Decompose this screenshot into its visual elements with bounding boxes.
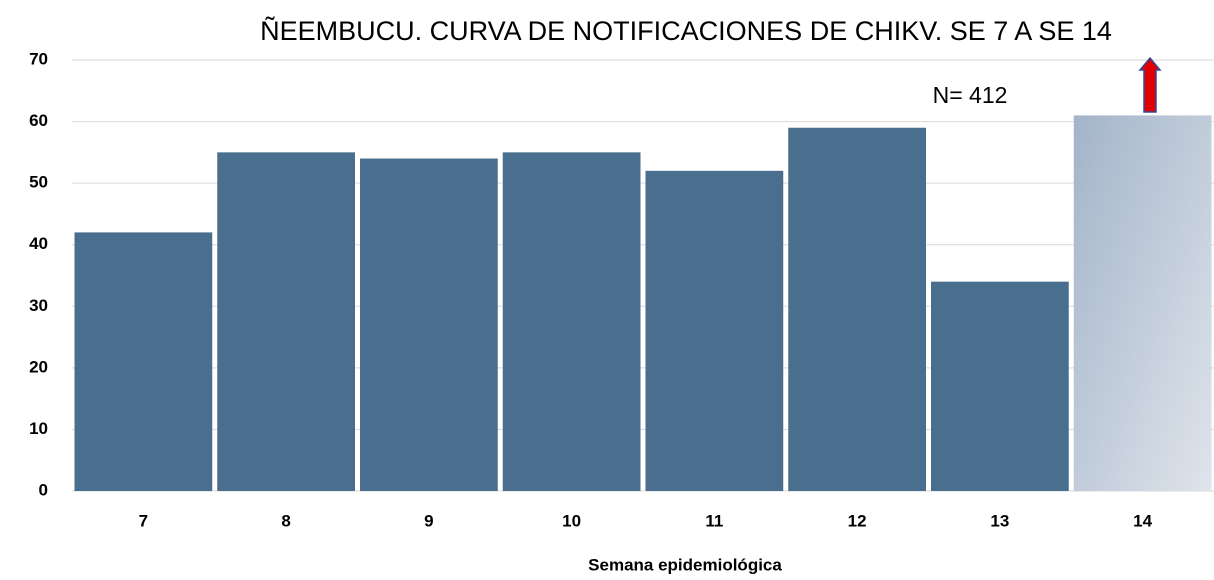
y-tick-label: 0 bbox=[39, 480, 48, 499]
y-tick-label: 40 bbox=[29, 234, 48, 253]
bar bbox=[502, 152, 641, 491]
x-tick-label: 14 bbox=[1133, 511, 1152, 530]
x-tick-label: 13 bbox=[990, 511, 1009, 530]
x-tick-label: 7 bbox=[139, 511, 148, 530]
x-tick-label: 11 bbox=[705, 511, 723, 530]
annotation: N= 412 bbox=[933, 82, 1008, 108]
chart-title: ÑEEMBUCU. CURVA DE NOTIFICACIONES DE CHI… bbox=[260, 15, 1112, 46]
y-tick-label: 70 bbox=[29, 49, 48, 68]
x-tick-label: 10 bbox=[562, 511, 581, 530]
bar bbox=[645, 170, 784, 492]
bar bbox=[931, 281, 1069, 491]
y-tick-label: 10 bbox=[29, 419, 48, 438]
x-tick-label: 12 bbox=[848, 511, 867, 530]
x-axis-title: Semana epidemiológica bbox=[588, 555, 782, 574]
y-tick-label: 30 bbox=[29, 296, 48, 315]
y-tick-label: 60 bbox=[29, 111, 48, 130]
bar bbox=[74, 232, 213, 491]
bar bbox=[217, 152, 355, 491]
bar bbox=[360, 158, 498, 491]
y-tick-label: 50 bbox=[29, 173, 48, 192]
x-tick-label: 9 bbox=[424, 511, 433, 530]
plot-area: 0 10 20 30 40 50 60 70 7 8 9 10 11 12 13 14 bbox=[29, 49, 1214, 530]
x-tick-label: 8 bbox=[281, 511, 290, 530]
bar bbox=[788, 127, 926, 491]
y-tick-label: 20 bbox=[29, 357, 48, 376]
bar bbox=[1073, 115, 1212, 492]
up-arrow bbox=[1138, 56, 1162, 113]
